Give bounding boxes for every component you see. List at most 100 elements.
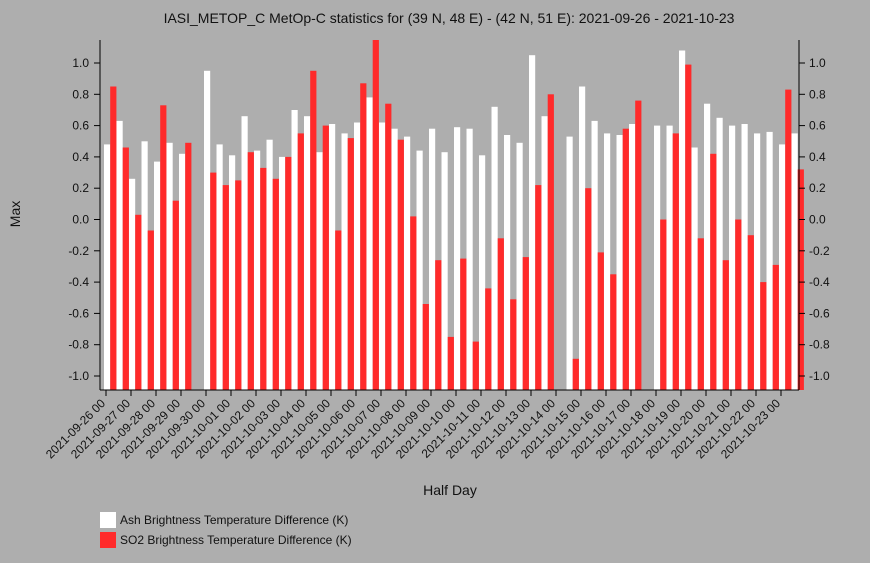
- y-tick-label-left: 0.2: [72, 181, 89, 195]
- so2-bar: [735, 219, 742, 390]
- so2-bar: [347, 138, 354, 390]
- so2-bar: [360, 83, 367, 391]
- ash-bar: [716, 117, 723, 391]
- so2-bar: [597, 252, 604, 390]
- so2-bar: [210, 172, 217, 390]
- so2-bar: [622, 128, 629, 390]
- so2-bar: [310, 70, 317, 391]
- so2-bar: [772, 264, 779, 390]
- ash-bar: [541, 116, 548, 390]
- so2-bar: [110, 86, 117, 390]
- so2-bar: [785, 89, 792, 390]
- so2-bar: [435, 260, 442, 390]
- ash-bar: [666, 125, 673, 390]
- chart-title: IASI_METOP_C MetOp-C statistics for (39 …: [164, 10, 735, 26]
- so2-bar: [185, 142, 192, 390]
- legend-label-so2: SO2 Brightness Temperature Difference (K…: [120, 533, 352, 547]
- y-axis-label: Max: [7, 201, 23, 227]
- ash-bar: [741, 124, 748, 390]
- y-tick-label-left: -1.0: [68, 369, 89, 383]
- so2-bar: [122, 147, 129, 390]
- so2-bar: [322, 125, 329, 390]
- y-tick-label-right: 0.8: [809, 87, 826, 101]
- so2-bar: [522, 257, 529, 390]
- so2-bar: [385, 103, 392, 390]
- ash-bar: [254, 150, 261, 390]
- so2-bar: [372, 40, 379, 390]
- ash-bar: [354, 122, 361, 390]
- ash-bar: [454, 127, 461, 390]
- y-tick-label-right: -0.2: [809, 244, 830, 258]
- so2-bar: [572, 358, 579, 390]
- so2-bar: [222, 185, 229, 390]
- legend-swatch-ash: [100, 512, 116, 528]
- y-tick-label-right: -0.8: [809, 338, 830, 352]
- so2-bar: [710, 153, 717, 390]
- so2-bar: [635, 100, 642, 390]
- ash-bar: [579, 86, 586, 390]
- so2-bar: [272, 178, 279, 390]
- y-tick-label-right: 0.6: [809, 119, 826, 133]
- so2-bar: [172, 200, 179, 390]
- so2-bar: [510, 299, 517, 390]
- y-tick-label-right: -0.6: [809, 306, 830, 320]
- ash-bar: [754, 133, 761, 390]
- ash-bar: [166, 142, 173, 390]
- ash-bar: [616, 135, 623, 390]
- so2-bar: [497, 238, 504, 390]
- ash-bar: [679, 50, 686, 390]
- so2-bar: [697, 238, 704, 390]
- so2-bar: [747, 235, 754, 390]
- ash-bar: [291, 110, 298, 391]
- y-tick-label-left: 0.4: [72, 150, 89, 164]
- so2-bar: [610, 274, 617, 390]
- ash-bar: [491, 106, 498, 391]
- ash-bar: [529, 55, 536, 390]
- ash-bar: [466, 128, 473, 390]
- so2-bar: [685, 64, 692, 390]
- y-tick-label-left: -0.8: [68, 338, 89, 352]
- so2-bar: [247, 152, 254, 390]
- so2-bar: [797, 169, 804, 390]
- y-tick-label-left: 0.0: [72, 213, 89, 227]
- ash-bar: [116, 120, 123, 391]
- ash-bar: [129, 178, 136, 390]
- ash-bar: [591, 120, 598, 391]
- ash-bar: [704, 103, 711, 390]
- y-tick-label-left: 0.8: [72, 87, 89, 101]
- so2-bar: [397, 139, 404, 390]
- so2-bar: [672, 133, 679, 390]
- ash-bar: [141, 141, 148, 391]
- so2-bar: [235, 180, 242, 390]
- ash-bar: [316, 152, 323, 390]
- plot-area: 1.0 1.0 0.8 0.8 0.6 0.6 0.4 0.4 0.2 0.2 0.0 0.0 -0.2…: [43, 40, 830, 461]
- so2-bar: [547, 94, 554, 391]
- so2-bar: [447, 336, 454, 390]
- ash-bar: [216, 144, 223, 390]
- ash-bar: [391, 128, 398, 390]
- ash-bar: [691, 147, 698, 390]
- ash-bar: [341, 133, 348, 390]
- y-tick-label-right: -1.0: [809, 369, 830, 383]
- y-tick-label-right: 0.4: [809, 150, 826, 164]
- so2-bar: [760, 282, 767, 390]
- ash-bar: [729, 125, 736, 390]
- legend-label-ash: Ash Brightness Temperature Difference (K…: [120, 513, 349, 527]
- so2-bar: [135, 214, 142, 390]
- ash-bar: [304, 116, 311, 390]
- x-axis-label: Half Day: [423, 482, 477, 498]
- ash-bar: [279, 156, 286, 390]
- so2-bar: [535, 185, 542, 390]
- y-tick-label-left: -0.6: [68, 306, 89, 320]
- ash-bar: [154, 161, 161, 390]
- ash-bar: [766, 131, 773, 390]
- ash-bar: [654, 125, 661, 390]
- y-tick-label-right: 0.0: [809, 213, 826, 227]
- legend-swatch-so2: [100, 532, 116, 548]
- so2-bar: [160, 105, 167, 391]
- ash-bar: [791, 133, 798, 390]
- y-tick-label-left: 0.6: [72, 119, 89, 133]
- so2-bar: [660, 219, 667, 390]
- so2-bar: [147, 230, 154, 390]
